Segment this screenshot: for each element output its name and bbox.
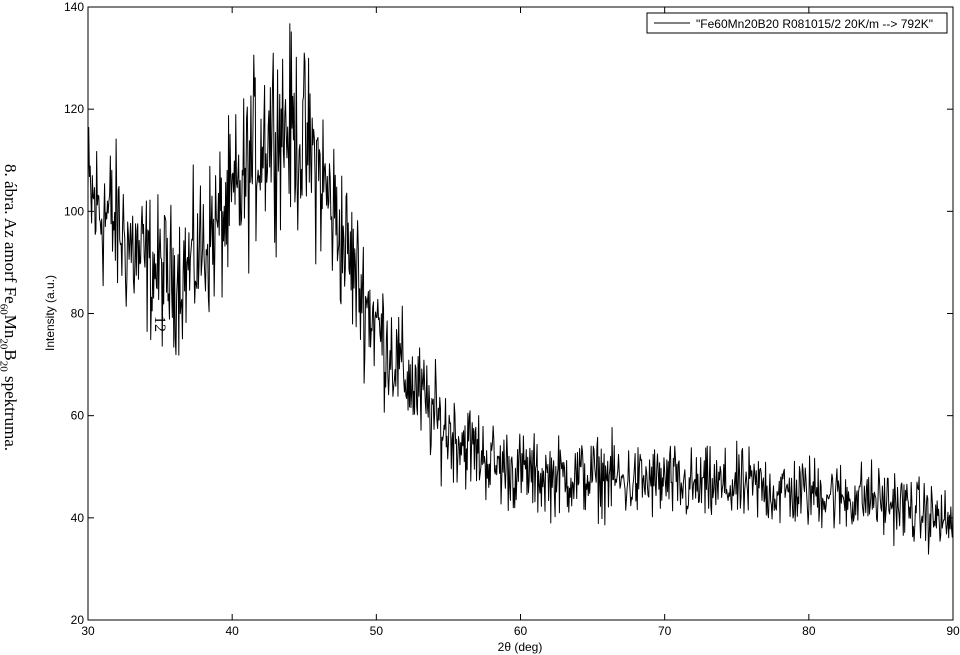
legend: "Fe60Mn20B20 R081015/2 20K/m --> 792K" <box>646 12 948 34</box>
x-tick-label: 90 <box>946 624 960 638</box>
y-axis-label: Intensity (a.u.) <box>43 275 57 351</box>
x-tick-label: 30 <box>81 624 95 638</box>
y-tick-label: 80 <box>71 307 85 321</box>
y-tick-label: 120 <box>64 102 84 116</box>
y-tick-label: 40 <box>71 511 85 525</box>
x-tick-label: 60 <box>514 624 528 638</box>
x-tick-label: 70 <box>658 624 672 638</box>
series-line <box>87 23 954 555</box>
x-axis-label: 2θ (deg) <box>498 640 543 654</box>
plot-frame <box>87 6 954 621</box>
y-tick-label: 60 <box>71 409 85 423</box>
x-tick-label: 80 <box>802 624 816 638</box>
y-tick-label: 100 <box>64 204 84 218</box>
y-tick-label: 20 <box>71 613 85 627</box>
x-tick-label: 40 <box>225 624 239 638</box>
x-tick-label: 50 <box>370 624 384 638</box>
legend-entry: "Fe60Mn20B20 R081015/2 20K/m --> 792K" <box>696 17 933 31</box>
legend-box <box>646 12 948 34</box>
y-tick-label: 140 <box>64 0 84 14</box>
